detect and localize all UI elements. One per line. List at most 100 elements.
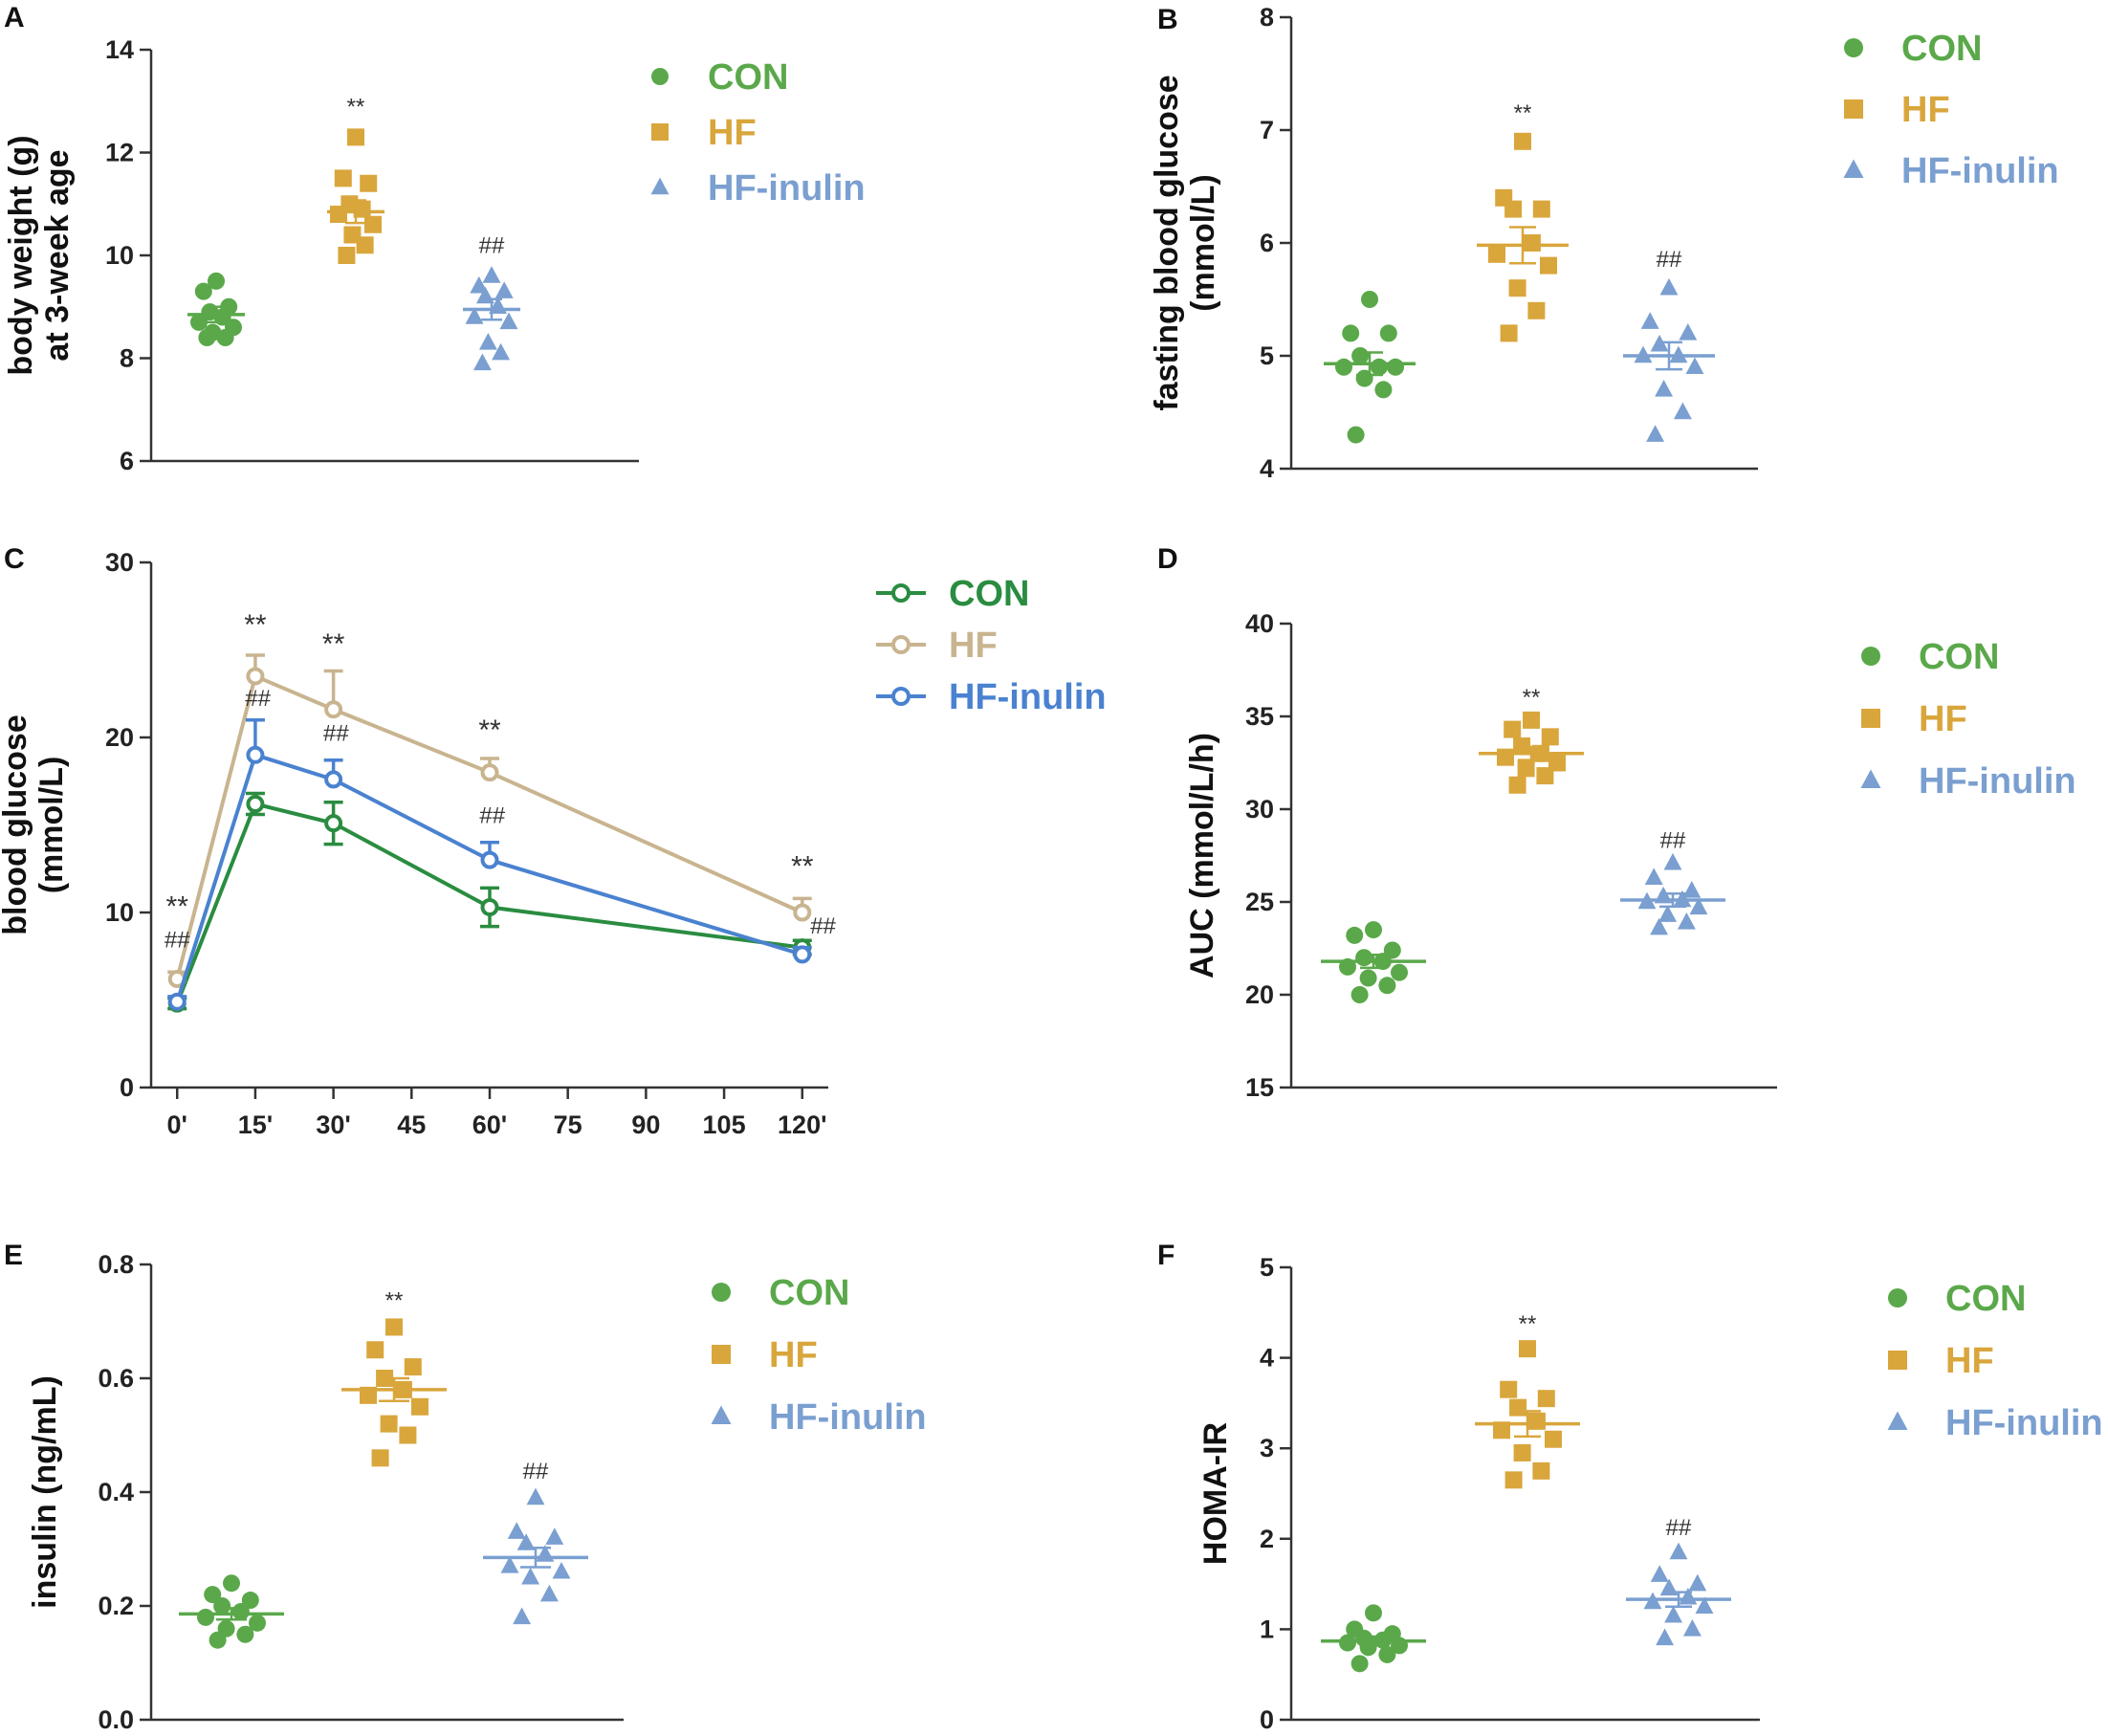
data-point xyxy=(194,282,212,300)
data-point xyxy=(330,206,347,223)
group-con xyxy=(179,1574,284,1649)
legend-label-hf-inulin: HF-inulin xyxy=(1945,1403,2103,1443)
significance-label: ## xyxy=(165,928,190,954)
data-point xyxy=(470,275,489,294)
panel-letter-e: E xyxy=(4,1240,23,1271)
legend-label-hf-inulin: HF-inulin xyxy=(708,168,866,209)
y-tick-label: 7 xyxy=(1260,116,1274,144)
data-point xyxy=(1339,1634,1356,1652)
y-tick-label: 0.6 xyxy=(98,1364,134,1393)
series-hf-inulin xyxy=(167,717,812,1011)
data-point xyxy=(1370,358,1388,376)
y-tick-label: 0.4 xyxy=(98,1478,134,1506)
data-point xyxy=(1682,881,1702,898)
data-point xyxy=(347,128,364,146)
group-hf-inulin: ## xyxy=(1620,827,1725,935)
legend-marker-hf-inulin xyxy=(650,177,670,195)
data-point xyxy=(1537,1390,1555,1408)
legend-marker-hf-inulin xyxy=(1887,1411,1908,1431)
data-point xyxy=(480,850,499,869)
legend-marker-hf xyxy=(1888,1351,1907,1370)
data-point xyxy=(360,174,378,192)
group-hf-inulin: ## xyxy=(483,1459,588,1625)
panel-f: F 0 1 2 3 4 5 HOMA-IR ** ## CON HF HF-inulin xyxy=(1157,1240,2103,1734)
x-tick-label: 75 xyxy=(554,1110,582,1139)
y-tick-label: 2 xyxy=(1260,1525,1274,1553)
legend-marker-hf xyxy=(651,123,669,141)
data-point xyxy=(1540,256,1557,275)
data-point xyxy=(208,272,225,290)
data-point xyxy=(324,700,343,719)
significance-label: ## xyxy=(479,803,505,829)
group-hf-inulin: ## xyxy=(1626,1515,1731,1646)
legend-marker-con xyxy=(1888,1288,1907,1307)
data-point xyxy=(209,1631,227,1649)
data-point xyxy=(526,1487,545,1505)
legend-marker-con xyxy=(1844,38,1863,57)
group-hf: ** xyxy=(1477,100,1569,342)
data-point xyxy=(1650,1565,1669,1582)
panel-d-plot: 15 20 25 30 35 40 AUC (mmol/L/h) ** ## CON HF HF-in… xyxy=(1184,609,2076,1102)
data-point xyxy=(1355,949,1373,967)
x-tick-label: 45 xyxy=(397,1110,426,1139)
data-point xyxy=(364,215,382,233)
data-point xyxy=(472,353,492,371)
panel-c-plot: 0 10 20 30 0' 15' 30' 45 60' 75 90 105 120' blood glu… xyxy=(0,548,1107,1139)
y-axis-label: body weight (g) xyxy=(3,135,39,375)
panel-letter-c: C xyxy=(4,543,25,575)
legend-marker-hf-inulin xyxy=(1860,769,1881,789)
data-point xyxy=(231,1602,250,1620)
data-point xyxy=(1508,279,1526,297)
data-point xyxy=(216,329,234,346)
data-point xyxy=(1350,1655,1369,1673)
y-tick-label: 0.0 xyxy=(98,1705,134,1734)
data-point xyxy=(494,281,514,298)
y-tick-label: 10 xyxy=(105,241,134,270)
legend-label-con: CON xyxy=(708,57,788,98)
data-point xyxy=(213,1597,231,1615)
data-point xyxy=(1508,776,1526,794)
data-point xyxy=(1548,754,1566,772)
data-point xyxy=(1644,868,1663,886)
x-tick-label: 0' xyxy=(167,1110,187,1139)
legend-label-hf: HF xyxy=(708,113,757,153)
data-point xyxy=(1523,711,1540,729)
legend-label-hf: HF xyxy=(949,626,998,666)
y-axis-label: (mmol/L) xyxy=(33,757,70,894)
significance-label: ## xyxy=(1666,1515,1692,1541)
significance-label: ** xyxy=(244,609,267,641)
data-point xyxy=(1517,759,1535,778)
data-point xyxy=(480,763,499,782)
group-hf-inulin: ## xyxy=(1623,247,1715,442)
legend-marker-con xyxy=(651,68,669,85)
data-point xyxy=(334,169,352,187)
data-point xyxy=(1677,912,1696,930)
data-point xyxy=(499,312,518,330)
y-axis-label: HOMA-IR xyxy=(1197,1422,1234,1565)
significance-label: ** xyxy=(322,628,345,660)
data-point xyxy=(1527,301,1546,319)
data-point xyxy=(1527,1412,1546,1430)
data-point xyxy=(1350,986,1369,1003)
panel-letter-f: F xyxy=(1157,1240,1175,1271)
data-point xyxy=(204,1586,222,1604)
data-point xyxy=(1695,1596,1714,1614)
y-axis-label: AUC (mmol/L/h) xyxy=(1184,733,1220,978)
data-point xyxy=(793,945,812,964)
legend-marker xyxy=(891,635,911,654)
data-point xyxy=(1365,1604,1382,1622)
data-point xyxy=(1361,291,1378,308)
legend-label-con: CON xyxy=(1919,637,1999,677)
y-axis-label: fasting blood glucose xyxy=(1149,75,1185,410)
y-tick-label: 8 xyxy=(1260,3,1274,32)
legend-label-hf-inulin: HF-inulin xyxy=(1901,151,2059,191)
data-point xyxy=(167,992,187,1011)
significance-label: ## xyxy=(810,913,836,939)
group-hf-inulin: ## xyxy=(463,233,520,371)
y-tick-label: 0.2 xyxy=(98,1592,134,1620)
significance-label: ## xyxy=(1660,827,1686,853)
y-tick-label: 4 xyxy=(1260,1344,1274,1373)
data-point xyxy=(1513,1443,1531,1461)
data-point xyxy=(1650,917,1669,935)
x-tick-label: 90 xyxy=(631,1110,660,1139)
